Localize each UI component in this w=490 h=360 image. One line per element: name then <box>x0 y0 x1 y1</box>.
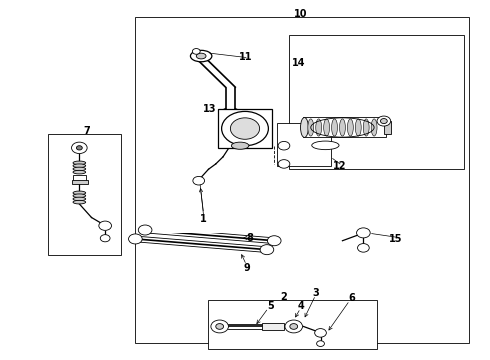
Text: 12: 12 <box>333 161 347 171</box>
Text: 14: 14 <box>292 58 305 68</box>
Circle shape <box>128 234 142 244</box>
Ellipse shape <box>73 161 86 165</box>
Ellipse shape <box>73 164 86 167</box>
Circle shape <box>211 320 228 333</box>
Circle shape <box>290 324 297 329</box>
Text: 2: 2 <box>281 292 287 302</box>
Circle shape <box>99 221 112 230</box>
Circle shape <box>377 116 391 126</box>
Circle shape <box>100 235 110 242</box>
Ellipse shape <box>347 119 353 136</box>
Text: 10: 10 <box>294 9 308 18</box>
Ellipse shape <box>196 53 206 59</box>
Circle shape <box>285 320 302 333</box>
Text: 11: 11 <box>239 53 253 63</box>
Bar <box>145 227 274 233</box>
Circle shape <box>358 244 369 252</box>
Circle shape <box>268 236 281 246</box>
Bar <box>262 323 284 330</box>
Circle shape <box>278 159 290 168</box>
Text: 9: 9 <box>243 262 250 273</box>
Ellipse shape <box>73 197 86 201</box>
Bar <box>289 35 464 169</box>
Circle shape <box>278 141 290 150</box>
Ellipse shape <box>73 194 86 198</box>
Text: 8: 8 <box>246 233 253 243</box>
Ellipse shape <box>312 141 339 150</box>
Circle shape <box>317 341 324 346</box>
Bar <box>384 121 391 134</box>
Bar <box>303 117 386 137</box>
Circle shape <box>380 118 387 123</box>
Text: 13: 13 <box>203 104 217 113</box>
Circle shape <box>357 228 370 238</box>
Circle shape <box>72 142 87 154</box>
Circle shape <box>216 324 223 329</box>
Ellipse shape <box>73 167 86 171</box>
Bar <box>135 18 469 342</box>
Text: 6: 6 <box>349 293 356 303</box>
Bar <box>74 175 86 181</box>
Ellipse shape <box>324 119 330 136</box>
Ellipse shape <box>340 119 345 136</box>
Circle shape <box>315 329 326 337</box>
Ellipse shape <box>308 119 314 136</box>
Ellipse shape <box>371 119 377 136</box>
Text: 3: 3 <box>312 288 319 297</box>
Ellipse shape <box>300 117 308 138</box>
Bar <box>48 134 121 255</box>
Bar <box>277 123 331 166</box>
Ellipse shape <box>221 111 269 146</box>
Text: 1: 1 <box>200 214 207 224</box>
Bar <box>218 109 272 148</box>
Circle shape <box>76 146 82 150</box>
Text: 7: 7 <box>83 126 90 136</box>
Text: 5: 5 <box>268 301 274 311</box>
Text: 4: 4 <box>297 301 304 311</box>
Circle shape <box>138 225 152 235</box>
Circle shape <box>193 176 204 185</box>
Ellipse shape <box>363 119 369 136</box>
Ellipse shape <box>230 118 260 139</box>
Bar <box>208 300 376 348</box>
Ellipse shape <box>355 119 361 136</box>
Ellipse shape <box>73 191 86 195</box>
Ellipse shape <box>231 142 249 149</box>
Ellipse shape <box>332 119 338 136</box>
Bar <box>72 180 88 184</box>
Ellipse shape <box>316 119 321 136</box>
Circle shape <box>260 245 274 255</box>
Ellipse shape <box>73 170 86 174</box>
Ellipse shape <box>191 50 212 62</box>
Ellipse shape <box>73 201 86 204</box>
Text: 15: 15 <box>389 234 403 244</box>
Circle shape <box>193 49 200 54</box>
